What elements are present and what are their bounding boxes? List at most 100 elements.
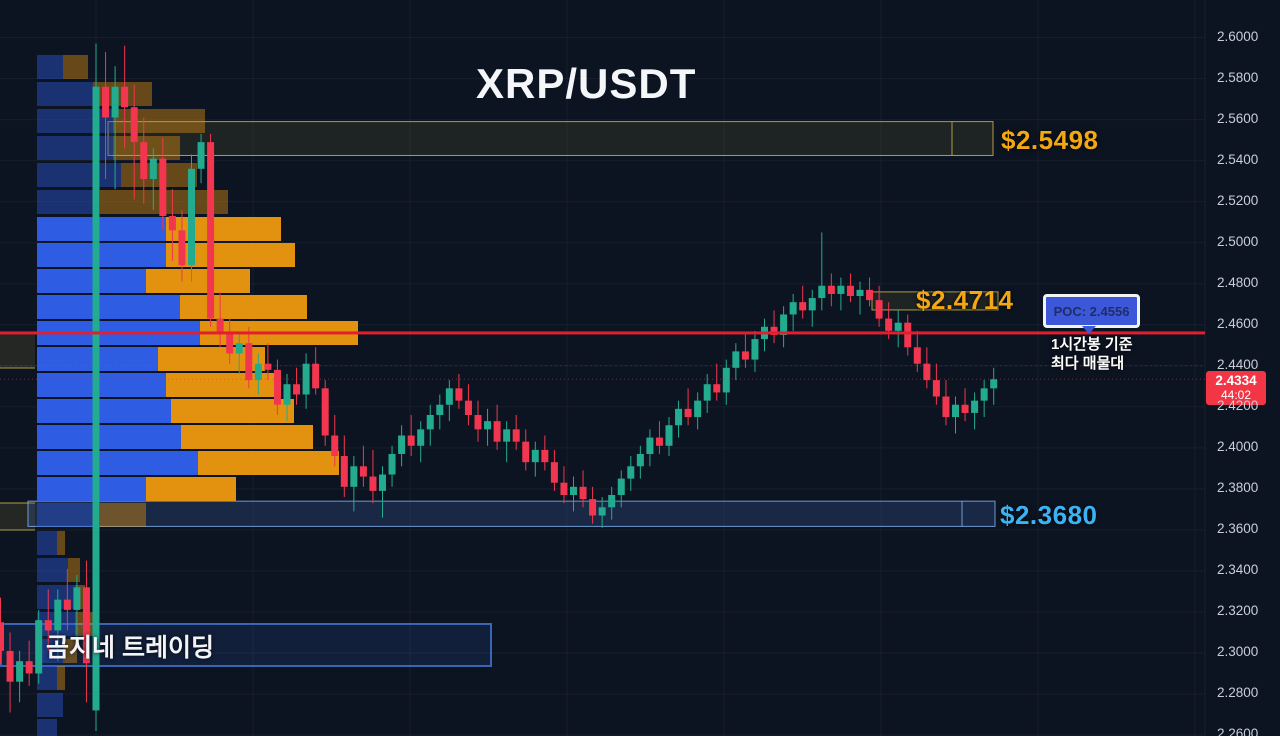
volume-profile-sell-bar[interactable] — [57, 666, 65, 690]
candle-body — [63, 599, 71, 610]
volume-profile-buy-bar[interactable] — [37, 425, 181, 449]
volume-profile-buy-bar[interactable] — [37, 531, 57, 555]
volume-profile-sell-bar[interactable] — [63, 55, 88, 79]
candle-body — [875, 300, 883, 319]
candle-body — [398, 435, 406, 454]
candle-body — [188, 168, 195, 266]
resistance-top-price-label[interactable]: $2.5498 — [1001, 125, 1099, 155]
resistance-mid-price-label[interactable]: $2.4714 — [916, 285, 1014, 315]
volume-profile-buy-bar[interactable] — [37, 451, 198, 475]
candle-body — [818, 285, 826, 299]
volume-profile-buy-bar[interactable] — [37, 217, 166, 241]
candle-body — [216, 318, 224, 333]
volume-profile-sell-bar[interactable] — [68, 558, 80, 582]
price-axis-tick: 2.2800 — [1217, 685, 1259, 700]
candle-body — [713, 384, 721, 393]
candle-body — [407, 435, 415, 446]
candle-body — [54, 599, 62, 631]
resistance-mid-zone[interactable] — [871, 291, 999, 311]
volume-profile-buy-bar[interactable] — [37, 243, 166, 267]
candle-body — [827, 285, 835, 294]
candle-body — [369, 476, 377, 491]
candle-body — [741, 351, 749, 360]
volume-profile-buy-bar[interactable] — [37, 269, 146, 293]
candle-body — [331, 435, 339, 457]
candle-body — [541, 449, 549, 463]
support-price-label[interactable]: $2.3680 — [1000, 500, 1098, 530]
candle-body — [932, 380, 940, 397]
candle-body — [837, 285, 845, 294]
volume-profile-sell-bar[interactable] — [57, 531, 65, 555]
candle-body — [531, 449, 539, 463]
volume-profile-buy-bar[interactable] — [37, 109, 113, 133]
candle-body — [82, 587, 90, 664]
resistance-top-zone[interactable] — [107, 121, 994, 156]
price-axis-tick: 2.3400 — [1217, 561, 1259, 577]
volume-profile-buy-bar[interactable] — [37, 163, 121, 187]
candle-body — [149, 158, 157, 180]
left-zone-band[interactable] — [0, 333, 35, 368]
candle-body — [646, 437, 654, 454]
candle-body — [522, 441, 530, 463]
volume-profile-buy-bar[interactable] — [37, 82, 93, 106]
poc-callout[interactable]: POC: 2.4556 — [1043, 294, 1140, 328]
volume-profile-buy-bar[interactable] — [37, 136, 113, 160]
brand-label[interactable]: 곰지네 트레이딩 — [46, 634, 214, 662]
volume-profile-buy-bar[interactable] — [37, 558, 68, 582]
candle-body — [722, 367, 730, 393]
price-axis-tick: 2.3600 — [1217, 520, 1259, 536]
volume-profile-buy-bar[interactable] — [37, 373, 166, 397]
volume-profile-buy-bar[interactable] — [37, 55, 63, 79]
candle-body — [703, 384, 711, 401]
support-zone[interactable] — [27, 500, 996, 527]
volume-profile-sell-bar[interactable] — [181, 425, 313, 449]
volume-profile-sell-bar[interactable] — [63, 639, 77, 663]
volume-profile-sell-bar[interactable] — [198, 451, 339, 475]
volume-profile-sell-bar[interactable] — [166, 373, 281, 397]
volume-profile-buy-bar[interactable] — [37, 693, 63, 717]
candle-body — [388, 453, 396, 475]
volume-profile-sell-bar[interactable] — [100, 503, 146, 527]
price-axis-tick: 2.4200 — [1217, 397, 1259, 413]
candle-body — [808, 298, 816, 311]
volume-profile-sell-bar[interactable] — [180, 295, 307, 319]
poc-note-line2: 최다 매물대 — [1051, 355, 1125, 372]
candle-body — [445, 388, 453, 405]
price-axis-tick: 2.5000 — [1217, 233, 1259, 249]
candle-body — [350, 466, 358, 487]
volume-profile-buy-bar[interactable] — [37, 477, 146, 501]
volume-profile-buy-bar[interactable] — [37, 503, 100, 527]
candle-body — [512, 429, 520, 442]
candle-body — [321, 388, 329, 436]
candle-body — [197, 142, 205, 169]
poc-note-text[interactable]: 1시간봉 기준 최다 매물대 — [1051, 335, 1133, 373]
candle-body — [684, 408, 692, 418]
candle-body — [751, 339, 759, 360]
candle-body — [770, 326, 778, 335]
candle-body — [913, 347, 921, 364]
volume-profile-sell-bar[interactable] — [113, 109, 205, 133]
candle-body — [92, 86, 100, 711]
candle-body — [980, 388, 988, 401]
volume-profile-buy-bar[interactable] — [37, 190, 100, 214]
volume-profile-buy-bar[interactable] — [37, 719, 57, 736]
candle-body — [121, 86, 129, 108]
volume-profile-buy-bar[interactable] — [37, 295, 180, 319]
left-zone-band[interactable] — [0, 503, 35, 530]
price-axis-tick: 2.3200 — [1217, 602, 1259, 618]
current-price-badge: 2.4334 44:02 — [1206, 371, 1266, 405]
candle-body — [550, 462, 558, 483]
brand-box-drawing[interactable] — [0, 623, 492, 667]
candle-body — [579, 486, 587, 500]
volume-profile-sell-bar[interactable] — [171, 399, 294, 423]
volume-profile-sell-bar[interactable] — [146, 477, 236, 501]
volume-profile-sell-bar[interactable] — [146, 269, 250, 293]
candle-body — [159, 158, 167, 216]
volume-profile-sell-bar[interactable] — [166, 243, 295, 267]
poc-horizontal-line[interactable] — [0, 331, 1205, 335]
volume-profile-buy-bar[interactable] — [37, 399, 171, 423]
volume-profile-sell-bar[interactable] — [121, 163, 197, 187]
candle-body — [942, 396, 950, 418]
candle-body — [312, 363, 320, 389]
